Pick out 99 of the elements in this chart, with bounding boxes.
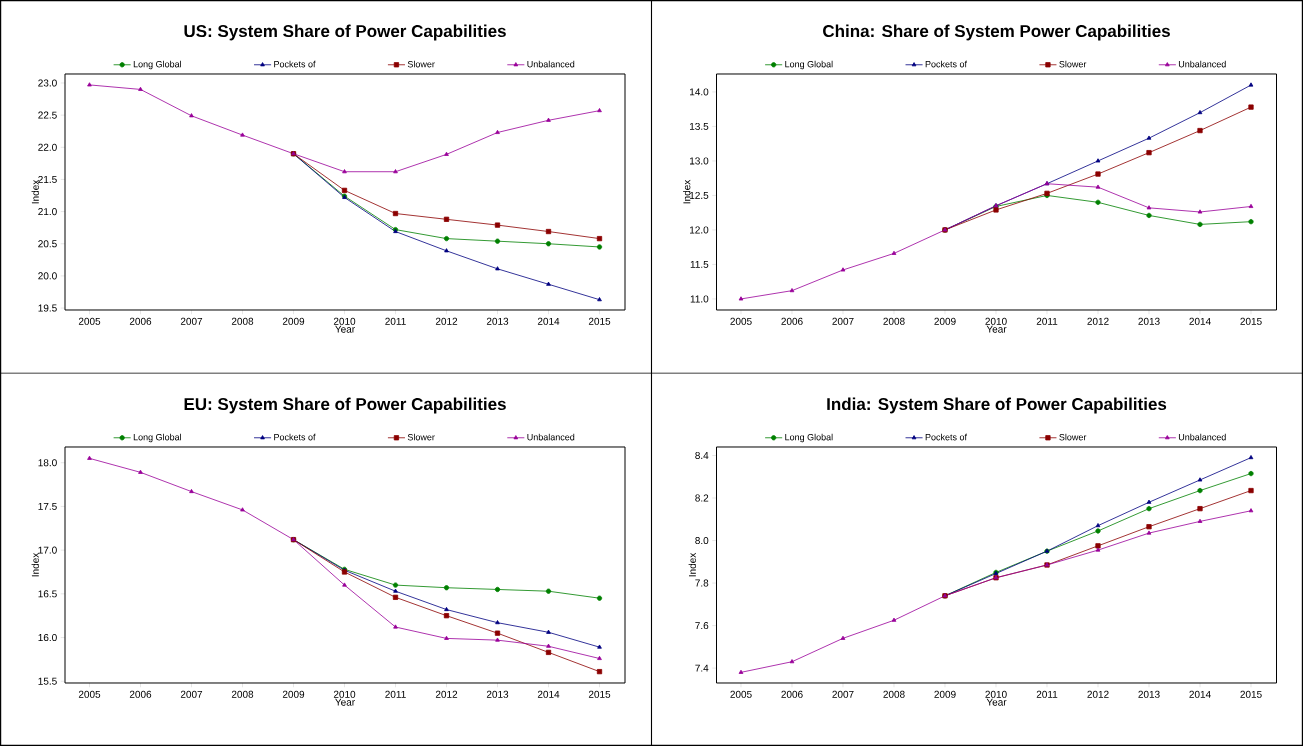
x-tick-label: 2013 bbox=[1138, 690, 1160, 698]
x-tick-label: 2012 bbox=[435, 690, 458, 698]
legend-label: Pockets of bbox=[274, 60, 316, 68]
x-tick-label: 2014 bbox=[1189, 690, 1211, 698]
y-tick-label: 17.5 bbox=[38, 502, 57, 510]
x-tick-label: 2006 bbox=[129, 690, 152, 698]
y-tick-label: 8.2 bbox=[695, 494, 709, 502]
y-tick-label: 11.5 bbox=[690, 260, 709, 268]
x-tick-label: 2005 bbox=[730, 690, 752, 698]
chart-title: US: System Share of Power Capabilities bbox=[184, 24, 506, 41]
x-tick-label: 2015 bbox=[588, 690, 611, 698]
x-tick-label: 2007 bbox=[832, 690, 854, 698]
x-tick-label: 2012 bbox=[1087, 317, 1109, 325]
legend-label: Long Global bbox=[785, 60, 833, 70]
x-tick-label: 2009 bbox=[934, 690, 956, 698]
legend-label: Slower bbox=[407, 60, 435, 68]
x-tick-label: 2008 bbox=[883, 317, 905, 325]
y-tick-label: 17.0 bbox=[38, 546, 57, 554]
x-tick-label: 2010 bbox=[333, 317, 356, 325]
x-tick-label: 2010 bbox=[985, 317, 1007, 325]
y-axis-title: Index bbox=[683, 179, 691, 204]
legend-label: Long Global bbox=[785, 433, 833, 443]
x-tick-label: 2015 bbox=[1240, 690, 1262, 698]
y-tick-label: 7.8 bbox=[695, 579, 709, 587]
y-tick-label: 16.0 bbox=[38, 634, 57, 642]
x-tick-label: 2007 bbox=[832, 317, 854, 325]
x-tick-label: 2006 bbox=[129, 317, 152, 325]
legend-label: Slower bbox=[1059, 60, 1087, 68]
legend-label: Pockets of bbox=[925, 60, 968, 68]
legend-label: Slower bbox=[407, 433, 435, 441]
x-tick-label: 2009 bbox=[282, 690, 305, 698]
y-tick-label: 12.0 bbox=[690, 226, 709, 234]
x-tick-label: 2008 bbox=[231, 317, 254, 325]
legend-label: Unbalanced bbox=[527, 60, 575, 68]
y-tick-label: 20.0 bbox=[38, 272, 57, 280]
x-tick-label: 2006 bbox=[781, 317, 803, 325]
x-tick-label: 2010 bbox=[985, 690, 1007, 698]
x-axis-title: Year bbox=[986, 698, 1007, 706]
x-tick-label: 2010 bbox=[333, 690, 356, 698]
y-tick-label: 7.6 bbox=[695, 622, 709, 630]
chart-title: India: System Share of Power Capabilities bbox=[827, 397, 1167, 414]
y-tick-label: 21.5 bbox=[38, 175, 57, 183]
x-tick-label: 2009 bbox=[282, 317, 305, 325]
x-tick-label: 2005 bbox=[78, 690, 101, 698]
x-tick-label: 2014 bbox=[1189, 317, 1211, 325]
y-tick-label: 11.0 bbox=[690, 295, 709, 303]
x-tick-label: 2011 bbox=[1036, 317, 1058, 325]
x-tick-label: 2005 bbox=[78, 317, 101, 325]
x-tick-label: 2005 bbox=[730, 317, 752, 325]
y-tick-label: 7.4 bbox=[695, 664, 709, 672]
x-tick-label: 2007 bbox=[180, 317, 203, 325]
x-tick-label: 2013 bbox=[486, 690, 509, 698]
y-tick-label: 14.0 bbox=[690, 88, 709, 96]
x-tick-label: 2007 bbox=[180, 690, 203, 698]
y-tick-label: 15.5 bbox=[38, 677, 57, 685]
x-tick-label: 2014 bbox=[537, 317, 560, 325]
x-tick-label: 2008 bbox=[231, 690, 254, 698]
y-tick-label: 23.0 bbox=[38, 79, 57, 87]
legend-label: Slower bbox=[1059, 433, 1087, 441]
x-tick-label: 2014 bbox=[537, 690, 560, 698]
legend-label: Long Global bbox=[133, 433, 181, 443]
legend-label: Long Global bbox=[133, 60, 181, 70]
y-axis-title: Index bbox=[31, 179, 39, 204]
x-tick-label: 2011 bbox=[385, 690, 406, 698]
legend-label: Unbalanced bbox=[1178, 433, 1226, 441]
x-axis-title: Year bbox=[986, 325, 1007, 333]
y-tick-label: 12.5 bbox=[690, 191, 709, 199]
x-axis-title: Year bbox=[335, 698, 355, 706]
x-tick-label: 2011 bbox=[1036, 690, 1058, 698]
y-tick-label: 16.5 bbox=[38, 590, 57, 598]
chart-title: EU: System Share of Power Capabilities bbox=[184, 397, 506, 414]
x-tick-label: 2006 bbox=[781, 690, 803, 698]
x-tick-label: 2015 bbox=[588, 317, 611, 325]
y-tick-label: 21.0 bbox=[38, 208, 57, 216]
y-tick-label: 22.0 bbox=[38, 143, 57, 151]
x-tick-label: 2008 bbox=[883, 690, 905, 698]
legend-label: Unbalanced bbox=[1178, 60, 1226, 68]
legend-label: Pockets of bbox=[925, 433, 968, 441]
x-tick-label: 2013 bbox=[486, 317, 509, 325]
x-tick-label: 2015 bbox=[1240, 317, 1262, 325]
x-tick-label: 2009 bbox=[934, 317, 956, 325]
y-tick-label: 19.5 bbox=[38, 304, 57, 312]
y-tick-label: 8.0 bbox=[695, 537, 709, 545]
legend-label: Unbalanced bbox=[527, 433, 575, 441]
x-tick-label: 2013 bbox=[1138, 317, 1160, 325]
y-tick-label: 20.5 bbox=[38, 240, 57, 248]
x-tick-label: 2011 bbox=[385, 317, 406, 325]
y-tick-label: 18.0 bbox=[38, 459, 57, 467]
x-tick-label: 2012 bbox=[435, 317, 458, 325]
x-tick-label: 2012 bbox=[1087, 690, 1109, 698]
x-axis-title: Year bbox=[335, 325, 355, 333]
y-axis-title: Index bbox=[688, 552, 696, 577]
y-tick-label: 13.0 bbox=[690, 157, 709, 165]
chart-title: China: Share of System Power Capabilities bbox=[823, 24, 1170, 41]
y-tick-label: 22.5 bbox=[38, 111, 57, 119]
y-axis-title: Index bbox=[31, 552, 39, 577]
y-tick-label: 13.5 bbox=[690, 122, 709, 130]
legend-label: Pockets of bbox=[274, 433, 316, 441]
y-tick-label: 8.4 bbox=[695, 451, 709, 460]
